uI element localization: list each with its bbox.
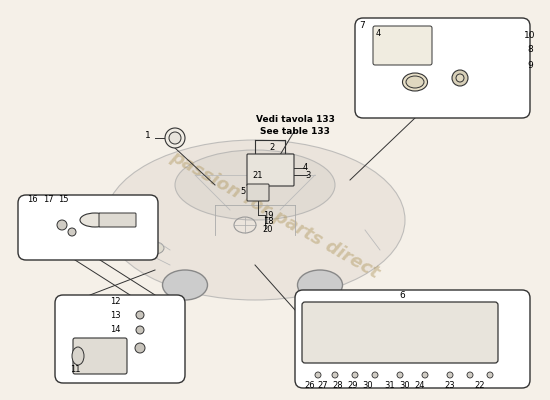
Text: 10: 10	[524, 30, 536, 40]
Text: 29: 29	[348, 380, 358, 390]
Circle shape	[422, 372, 428, 378]
Circle shape	[452, 70, 468, 86]
Ellipse shape	[175, 150, 335, 220]
Text: 1: 1	[145, 132, 151, 140]
FancyBboxPatch shape	[55, 295, 185, 383]
Text: 6: 6	[399, 290, 405, 300]
Text: 14: 14	[110, 326, 120, 334]
Circle shape	[456, 74, 464, 82]
Ellipse shape	[80, 213, 110, 227]
Text: 11: 11	[70, 366, 80, 374]
Circle shape	[447, 372, 453, 378]
Circle shape	[169, 132, 181, 144]
Circle shape	[315, 372, 321, 378]
Text: 27: 27	[318, 380, 328, 390]
FancyBboxPatch shape	[355, 18, 530, 118]
FancyBboxPatch shape	[18, 195, 158, 260]
Text: 19: 19	[263, 210, 273, 220]
Text: 23: 23	[445, 380, 455, 390]
FancyBboxPatch shape	[73, 338, 127, 374]
Ellipse shape	[298, 270, 343, 300]
Text: 13: 13	[109, 310, 120, 320]
Text: 3: 3	[305, 170, 311, 180]
Text: 9: 9	[527, 60, 533, 70]
Text: 17: 17	[43, 196, 53, 204]
Circle shape	[136, 326, 144, 334]
Text: 16: 16	[27, 196, 37, 204]
Text: 30: 30	[400, 380, 410, 390]
Circle shape	[332, 372, 338, 378]
Text: 20: 20	[263, 224, 273, 234]
Circle shape	[397, 372, 403, 378]
Text: 22: 22	[475, 380, 485, 390]
Circle shape	[136, 311, 144, 319]
Circle shape	[68, 228, 76, 236]
Text: 24: 24	[415, 380, 425, 390]
Text: 26: 26	[305, 380, 315, 390]
Text: 21: 21	[253, 170, 263, 180]
Ellipse shape	[105, 140, 405, 300]
Text: 7: 7	[359, 20, 365, 30]
Text: 31: 31	[384, 380, 395, 390]
Text: 4: 4	[375, 28, 381, 38]
FancyBboxPatch shape	[302, 302, 498, 363]
Ellipse shape	[146, 242, 164, 254]
Circle shape	[467, 372, 473, 378]
Text: Vedi tavola 133
See table 133: Vedi tavola 133 See table 133	[256, 115, 334, 136]
Text: 4: 4	[302, 164, 307, 172]
Text: 30: 30	[362, 380, 373, 390]
Text: 2: 2	[270, 144, 274, 152]
Circle shape	[135, 343, 145, 353]
Text: 28: 28	[333, 380, 343, 390]
Text: 15: 15	[58, 196, 68, 204]
Ellipse shape	[162, 270, 207, 300]
Circle shape	[165, 128, 185, 148]
Text: 8: 8	[527, 46, 533, 54]
Text: 5: 5	[240, 188, 246, 196]
Circle shape	[487, 372, 493, 378]
Text: 18: 18	[263, 218, 273, 226]
FancyBboxPatch shape	[99, 213, 136, 227]
Text: 12: 12	[110, 298, 120, 306]
Ellipse shape	[72, 347, 84, 365]
Text: passion for parts direct: passion for parts direct	[167, 148, 383, 282]
Circle shape	[352, 372, 358, 378]
FancyBboxPatch shape	[295, 290, 530, 388]
FancyBboxPatch shape	[247, 184, 269, 201]
Ellipse shape	[403, 73, 427, 91]
Circle shape	[372, 372, 378, 378]
Ellipse shape	[406, 76, 424, 88]
FancyBboxPatch shape	[247, 154, 294, 186]
Circle shape	[57, 220, 67, 230]
FancyBboxPatch shape	[373, 26, 432, 65]
